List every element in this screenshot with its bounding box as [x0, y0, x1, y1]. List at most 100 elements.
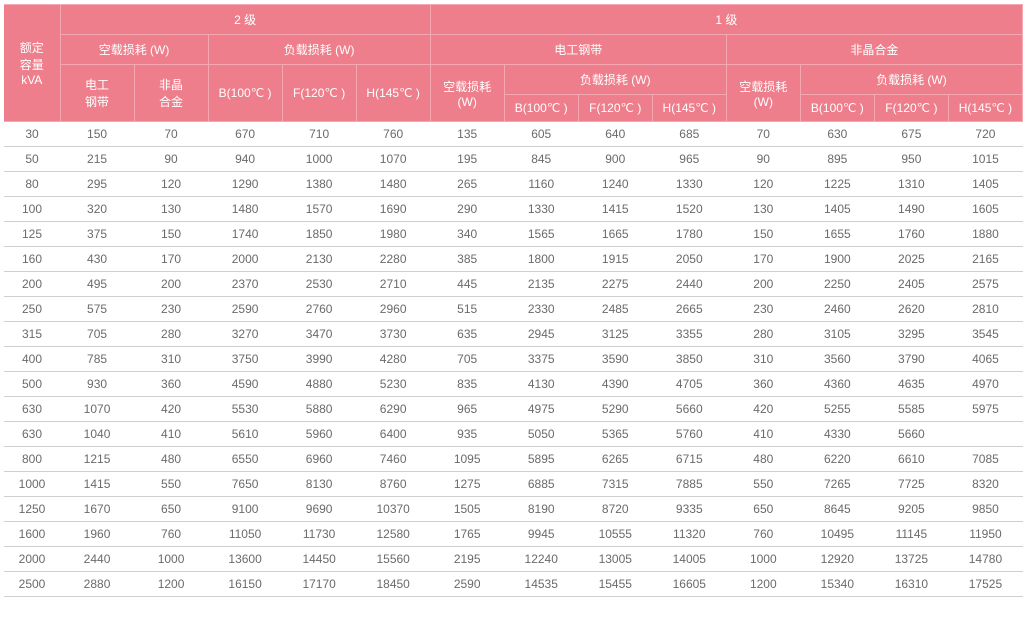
- cell: 2405: [874, 272, 948, 297]
- cell: 760: [356, 122, 430, 147]
- l1s-f120: F(120℃ ): [578, 95, 652, 122]
- cell: 1850: [282, 222, 356, 247]
- cell: 4880: [282, 372, 356, 397]
- cell: 5760: [652, 422, 726, 447]
- cell: 265: [430, 172, 504, 197]
- cell: 845: [504, 147, 578, 172]
- cell: 90: [726, 147, 800, 172]
- table-body: 3015070670710760135605640685706306757205…: [4, 122, 1023, 597]
- cell: 13725: [874, 547, 948, 572]
- l2-h145: H(145℃ ): [356, 65, 430, 122]
- cell: 800: [4, 447, 60, 472]
- cell: 495: [60, 272, 134, 297]
- cell: 760: [134, 522, 208, 547]
- cell: 2025: [874, 247, 948, 272]
- cell: 1250: [4, 497, 60, 522]
- cell: 230: [134, 297, 208, 322]
- cell: 9690: [282, 497, 356, 522]
- cell: 720: [948, 122, 1022, 147]
- cell: 2665: [652, 297, 726, 322]
- cell: 630: [800, 122, 874, 147]
- cell: 6715: [652, 447, 726, 472]
- cell: 15340: [800, 572, 874, 597]
- cell: 2250: [800, 272, 874, 297]
- cell: 1600: [4, 522, 60, 547]
- cell: 480: [134, 447, 208, 472]
- cell: 705: [60, 322, 134, 347]
- cell: 3545: [948, 322, 1022, 347]
- l1a-noload: 空载损耗 (W): [726, 65, 800, 122]
- cell: 420: [726, 397, 800, 422]
- cell: 1520: [652, 197, 726, 222]
- cell: 120: [726, 172, 800, 197]
- cell: 14450: [282, 547, 356, 572]
- cell: 640: [578, 122, 652, 147]
- cell: 430: [60, 247, 134, 272]
- l1a-f120: F(120℃ ): [874, 95, 948, 122]
- table-row: 1000141555076508130876012756885731578855…: [4, 472, 1023, 497]
- cell: 2710: [356, 272, 430, 297]
- cell: 310: [726, 347, 800, 372]
- cell: 1330: [504, 197, 578, 222]
- cell: 360: [726, 372, 800, 397]
- l2-load-loss: 负载损耗 (W): [208, 35, 430, 65]
- cell: 3295: [874, 322, 948, 347]
- cell: 1310: [874, 172, 948, 197]
- table-row: 2000244010001360014450155602195122401300…: [4, 547, 1023, 572]
- cell: 16310: [874, 572, 948, 597]
- l2-noload-loss: 空载损耗 (W): [60, 35, 208, 65]
- cell: 8760: [356, 472, 430, 497]
- cell: 280: [726, 322, 800, 347]
- cell: 1980: [356, 222, 430, 247]
- cell: 1405: [800, 197, 874, 222]
- cell: 17525: [948, 572, 1022, 597]
- table-header: 额定 容量 kVA 2 级 1 级 空载损耗 (W) 负载损耗 (W) 电工钢带…: [4, 5, 1023, 122]
- cell: 12580: [356, 522, 430, 547]
- table-row: 2500288012001615017170184502590145351545…: [4, 572, 1023, 597]
- cell: 10495: [800, 522, 874, 547]
- cell: 950: [874, 147, 948, 172]
- cell: 1000: [4, 472, 60, 497]
- cell: 445: [430, 272, 504, 297]
- cell: 420: [134, 397, 208, 422]
- cell: 11145: [874, 522, 948, 547]
- cell: 605: [504, 122, 578, 147]
- cell: 5895: [504, 447, 578, 472]
- cell: 215: [60, 147, 134, 172]
- cell: 1380: [282, 172, 356, 197]
- cell: 2960: [356, 297, 430, 322]
- cell: 1765: [430, 522, 504, 547]
- cell: 9335: [652, 497, 726, 522]
- cell: 3355: [652, 322, 726, 347]
- cell: 650: [134, 497, 208, 522]
- cell: 13005: [578, 547, 652, 572]
- cell: 5610: [208, 422, 282, 447]
- cell: 6220: [800, 447, 874, 472]
- cell: 11730: [282, 522, 356, 547]
- cell: 1070: [60, 397, 134, 422]
- cell: 130: [134, 197, 208, 222]
- cell: 4330: [800, 422, 874, 447]
- cell: 4390: [578, 372, 652, 397]
- cell: 1655: [800, 222, 874, 247]
- cell: 4970: [948, 372, 1022, 397]
- table-row: 4007853103750399042807053375359038503103…: [4, 347, 1023, 372]
- cell: 760: [726, 522, 800, 547]
- cell: 15455: [578, 572, 652, 597]
- cell: 1200: [134, 572, 208, 597]
- cell: 7650: [208, 472, 282, 497]
- cell: 5255: [800, 397, 874, 422]
- cell: 5975: [948, 397, 1022, 422]
- cell: 5960: [282, 422, 356, 447]
- cell: 10370: [356, 497, 430, 522]
- cell: 5050: [504, 422, 578, 447]
- cell: 14005: [652, 547, 726, 572]
- cell: 410: [134, 422, 208, 447]
- cell: 3105: [800, 322, 874, 347]
- cell: 965: [652, 147, 726, 172]
- cell: 3125: [578, 322, 652, 347]
- cell: 340: [430, 222, 504, 247]
- cell: 290: [430, 197, 504, 222]
- cell: 7460: [356, 447, 430, 472]
- cell: 2485: [578, 297, 652, 322]
